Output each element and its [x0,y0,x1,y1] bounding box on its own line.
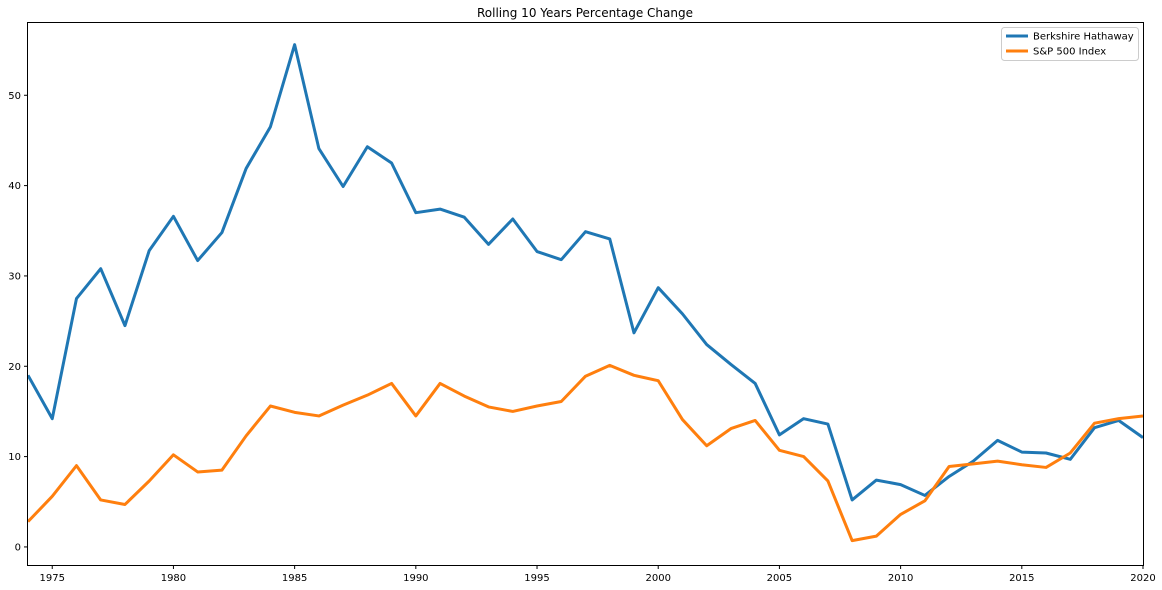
x-tick-label: 2010 [888,573,913,584]
chart-title: Rolling 10 Years Percentage Change [477,6,693,20]
y-tick-label: 0 [15,542,21,553]
y-tick-label: 10 [8,452,21,463]
legend-box [1001,27,1139,61]
x-axis: 1975 1980 1985 1990 1995 2000 2005 2010 2015 2020 [40,565,1156,584]
y-axis: 0 10 20 30 40 50 [8,91,28,553]
x-tick-label: 1995 [524,573,549,584]
series-line-sp500 [28,363,1143,543]
y-tick-label: 40 [8,181,21,192]
y-tick-label: 30 [8,271,21,282]
x-tick-label: 1980 [161,573,186,584]
legend-label-sp500: S&P 500 Index [1033,47,1106,58]
series-line-berkshire [28,43,1143,502]
x-tick-label: 1975 [40,573,65,584]
x-tick-label: 1985 [282,573,307,584]
legend: Berkshire Hathaway S&P 500 Index [1001,27,1139,61]
legend-label-berkshire: Berkshire Hathaway [1033,32,1134,43]
x-tick-label: 2005 [767,573,792,584]
x-tick-label: 2000 [645,573,670,584]
x-tick-label: 2015 [1009,573,1034,584]
plot-frame [27,22,1144,566]
y-tick-label: 20 [8,362,21,373]
x-tick-label: 1990 [403,573,428,584]
x-tick-label: 2020 [1130,573,1155,584]
series-lines [28,43,1143,543]
y-tick-label: 50 [8,91,21,102]
